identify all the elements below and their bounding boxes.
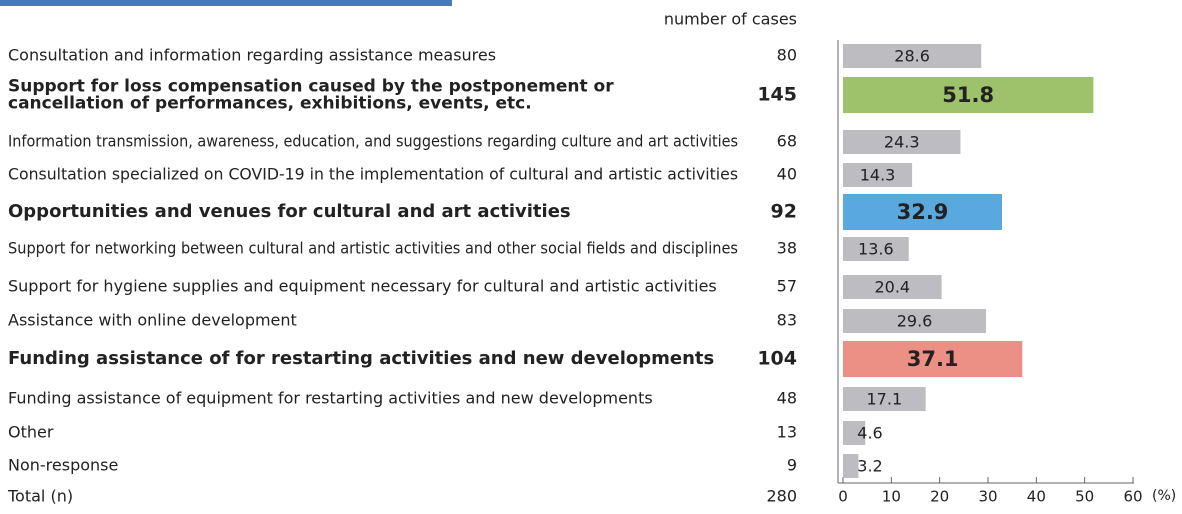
value-label: 17.1 [867,390,903,409]
bar [843,309,987,333]
total-label: Total (n) [7,487,73,506]
x-tick-label: 60 [1123,488,1142,506]
value-label: 29.6 [897,312,933,331]
bar [843,237,909,261]
bar [843,421,866,445]
bar [843,275,942,299]
count-label: 48 [777,389,797,408]
bar [843,163,913,187]
count-label: 83 [777,311,797,330]
category-line: Support for loss compensation caused by … [8,77,614,97]
count-label: 9 [787,456,797,475]
count-header: number of cases [664,10,797,29]
category-line: cancellation of performances, exhibition… [8,94,532,114]
category-label: Support for networking between cultural … [8,239,738,258]
value-label: 51.8 [942,83,994,107]
category-label: Assistance with online development [8,311,297,330]
value-label: 13.6 [858,240,894,259]
total-value: 280 [766,487,797,506]
category-label: Opportunities and venues for cultural an… [8,201,571,222]
category-label: Non-response [8,456,118,475]
value-label: 3.2 [857,457,882,476]
category-label: Funding assistance of equipment for rest… [8,389,653,408]
value-label: 20.4 [874,278,910,297]
count-label: 57 [777,277,797,296]
bar [843,77,1094,113]
x-tick-label: 20 [930,488,949,506]
bar [843,194,1003,230]
category-label: Support for hygiene supplies and equipme… [8,277,717,296]
header-band [0,0,452,6]
x-tick-label: 30 [978,488,997,506]
count-label: 104 [757,348,797,370]
value-label: 4.6 [857,424,882,443]
category-label: Consultation specialized on COVID-19 in … [8,165,738,184]
bar [843,341,1023,377]
value-label: 32.9 [897,200,949,224]
category-label: Funding assistance of for restarting act… [8,348,714,369]
bar [843,454,859,478]
category-label: Other [8,423,54,442]
value-label: 37.1 [907,347,959,371]
count-label: 68 [777,132,797,151]
bar [843,44,982,68]
x-tick-label: 0 [838,488,848,506]
count-label: 40 [777,165,797,184]
value-label: 14.3 [860,166,896,185]
count-label: 92 [771,201,797,223]
category-label: Support for loss compensation caused by … [8,77,614,114]
category-label: Information transmission, awareness, edu… [8,132,738,151]
count-label: 80 [777,46,797,65]
category-label: Consultation and information regarding a… [8,46,496,65]
x-tick-label: 50 [1075,488,1094,506]
value-label: 24.3 [884,133,920,152]
count-label: 38 [777,239,797,258]
bar [843,130,961,154]
x-unit: (%) [1152,488,1176,504]
bar [843,387,926,411]
value-label: 28.6 [894,47,930,66]
x-tick-label: 10 [882,488,901,506]
count-label: 13 [777,423,797,442]
count-label: 145 [757,84,797,106]
x-tick-label: 40 [1027,488,1046,506]
